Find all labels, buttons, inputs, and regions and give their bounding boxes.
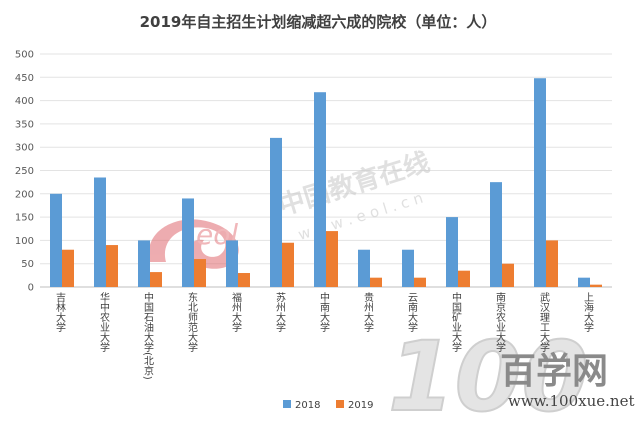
bar-2018-中国矿业大学 [446, 217, 458, 287]
bar-2019-武汉理工大学 [546, 240, 558, 287]
legend-label: 2019 [348, 400, 373, 411]
category-label: 中南大学 [318, 291, 330, 332]
bar-2018-武汉理工大学 [534, 78, 546, 288]
100xue-number: 100 [388, 321, 588, 427]
category-label: 福州大学 [230, 291, 242, 332]
category-label: 贵州大学 [362, 291, 374, 332]
bar-2019-上海大学 [590, 284, 602, 287]
bar-2019-南京农业大学 [502, 263, 514, 287]
x-axis-labels: 吉林大学 华中农业大学 中国石油大学(北京) 东北师范大学 福州大学 苏州大学 中南大学 贵州… [54, 291, 594, 380]
y-tick-label: 50 [21, 259, 34, 270]
bar-2019-中国石油大学(北京) [150, 272, 162, 287]
bar-2018-南京农业大学 [490, 182, 502, 287]
y-tick-label: 0 [28, 283, 34, 294]
bar-2019-华中农业大学 [106, 245, 118, 287]
category-label: 云南大学 [406, 292, 418, 332]
y-tick-label: 300 [15, 143, 34, 154]
legend-swatch-2018 [283, 400, 291, 408]
y-tick-label: 150 [15, 213, 34, 224]
category-label: 东北师范大学 [186, 291, 198, 352]
bar-2018-东北师范大学 [182, 198, 194, 287]
bar-2018-云南大学 [402, 249, 414, 287]
category-label: 武汉理工大学 [538, 291, 550, 352]
category-label: 上海大学 [582, 292, 594, 332]
bar-2018-中国石油大学(北京) [138, 240, 150, 287]
y-tick-label: 450 [15, 73, 34, 84]
category-label: 中国石油大学(北京) [142, 291, 154, 380]
bars [50, 78, 602, 288]
legend-label: 2018 [295, 400, 320, 411]
100xue-url: www.100xue.net [508, 392, 634, 410]
category-label: 吉林大学 [54, 292, 66, 332]
y-tick-label: 100 [15, 236, 34, 247]
chart-title: 2019年自主招生计划缩减超六成的院校（单位：人） [140, 13, 497, 31]
y-tick-label: 350 [15, 119, 34, 130]
category-label: 苏州大学 [274, 291, 286, 332]
y-tick-label: 200 [15, 189, 34, 200]
bar-2019-苏州大学 [282, 242, 294, 287]
category-label: 中国矿业大学 [450, 291, 462, 352]
category-label: 华中农业大学 [98, 291, 110, 352]
bar-2018-中南大学 [314, 92, 326, 287]
bar-2018-吉林大学 [50, 193, 62, 287]
bar-2018-苏州大学 [270, 137, 282, 287]
category-label: 南京农业大学 [494, 291, 506, 352]
y-tick-label: 400 [15, 96, 34, 107]
bar-2019-中南大学 [326, 231, 338, 287]
y-tick-label: 250 [15, 166, 34, 177]
legend: 2018 2019 [283, 400, 373, 411]
y-tick-label: 500 [15, 50, 34, 61]
y-axis-ticks: 0 50 100 150 200 250 300 350 400 450 500 [15, 50, 34, 294]
legend-swatch-2019 [336, 400, 344, 408]
bar-2019-福州大学 [238, 273, 250, 287]
100xue-watermark: 100 百学网 www.100xue.net [387, 320, 634, 427]
bar-2019-贵州大学 [370, 277, 382, 287]
100xue-name: 百学网 [500, 350, 608, 392]
bar-2019-东北师范大学 [194, 259, 206, 287]
bar-2018-上海大学 [578, 277, 590, 287]
bar-2018-贵州大学 [358, 249, 370, 287]
bar-2019-中国矿业大学 [458, 270, 470, 287]
bar-2019-云南大学 [414, 277, 426, 287]
bar-2018-福州大学 [226, 240, 238, 287]
bar-2018-华中农业大学 [94, 177, 106, 287]
bar-2019-吉林大学 [62, 249, 74, 287]
